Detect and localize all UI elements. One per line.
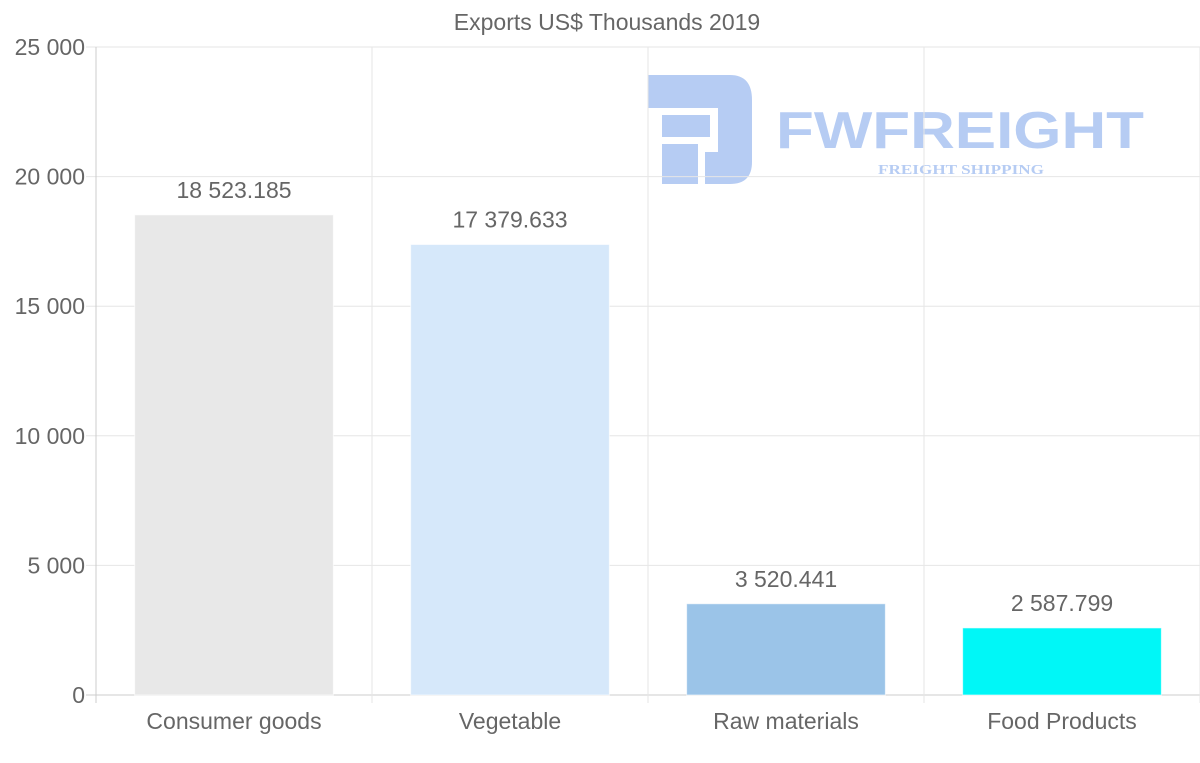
fwfreight-watermark-logo: FWFREIGHT FREIGHT SHIPPING [648,75,1144,184]
data-label: 17 379.633 [452,207,567,233]
y-tick-label: 20 000 [15,164,85,190]
bars [134,214,1162,696]
y-axis-ticks: 0 5 000 10 000 15 000 20 000 25 000 [15,34,85,708]
x-axis-labels: Consumer goods Vegetable Raw materials Food… [146,708,1136,734]
watermark-tagline: FREIGHT SHIPPING [878,163,1044,178]
bar [686,603,886,696]
y-tick-label: 0 [72,682,85,708]
data-label: 18 523.185 [176,177,291,203]
bar [410,244,610,696]
data-label: 3 520.441 [735,566,837,592]
chart-title: Exports US$ Thousands 2019 [454,9,760,35]
x-tick-label: Raw materials [713,708,859,734]
y-tick-label: 10 000 [15,423,85,449]
bar [134,214,334,696]
x-tick-label: Vegetable [459,708,561,734]
y-tick-label: 25 000 [15,34,85,60]
bar [962,627,1162,696]
data-label: 2 587.799 [1011,590,1113,616]
bar-value-labels: 18 523.185 17 379.633 3 520.441 2 587.799 [176,177,1113,616]
y-tick-label: 5 000 [27,552,85,578]
watermark-brand: FWFREIGHT [776,102,1144,160]
y-tick-label: 15 000 [15,293,85,319]
x-tick-label: Consumer goods [146,708,321,734]
x-tick-label: Food Products [987,708,1137,734]
fwfreight-logo-icon [648,75,752,184]
